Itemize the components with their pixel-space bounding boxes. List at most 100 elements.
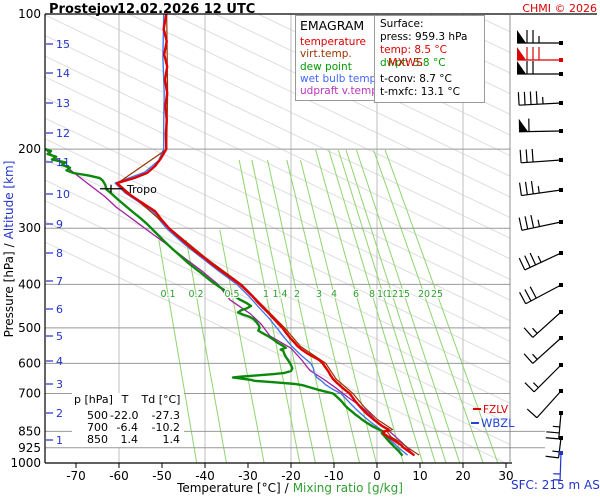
- altitude-tick-label: 12: [56, 127, 70, 140]
- wind-barb-full-tick: [523, 91, 526, 105]
- freezing-level-label: FZLV: [473, 404, 508, 416]
- altitude-tick-label: 6: [56, 303, 63, 316]
- wind-barb-full-tick: [545, 455, 559, 459]
- altitude-tick-label: 1: [56, 434, 63, 447]
- pressure-tick-label: 850: [18, 424, 41, 438]
- wind-barb-staff: [558, 412, 562, 439]
- altitude-tick-label: 8: [56, 247, 63, 260]
- wind-barb: [517, 61, 563, 76]
- dry-adiabat-line: [45, 76, 510, 301]
- dry-adiabat-line: [45, 35, 510, 260]
- mixing-ratio-line: [251, 159, 316, 463]
- wet-bulb-zero-tick: [471, 422, 479, 424]
- mixing-ratio-line: [219, 229, 265, 463]
- wind-barb-full-tick: [526, 408, 538, 419]
- table-header-cell: p [hPa]: [74, 393, 113, 406]
- dew-point-curve: [45, 147, 404, 456]
- wind-barb-full-tick: [523, 327, 534, 338]
- dry-adiabat-line: [343, 14, 510, 95]
- pressure-tick-label: 600: [18, 356, 41, 370]
- mixing-ratio-value: 25: [431, 289, 443, 300]
- wind-barb-half-tick: [532, 327, 538, 334]
- temperature-tick-label: 0: [373, 469, 381, 483]
- mixing-ratio-value: 0.2: [188, 289, 203, 300]
- tropopause-label: Tropo: [127, 183, 157, 196]
- pressure-tick-label: 500: [18, 321, 41, 335]
- wind-barb-staff: [533, 364, 562, 393]
- station-name: Prostejov: [49, 2, 119, 17]
- mixing-ratio-value: 0.1: [160, 289, 175, 300]
- table-header-cell: Td [°C]: [141, 393, 181, 406]
- table-row: 850 1.4 1.4: [74, 434, 182, 446]
- altitude-tick-label: 7: [56, 275, 63, 288]
- level-table: p [hPa] T Td [°C] 500 -22.0 -27.3 700 -6.4 -10.2…: [72, 393, 184, 447]
- table-header-cell: T: [121, 393, 129, 406]
- wind-barb-full-tick: [523, 353, 534, 364]
- altitude-tick-label: 3: [56, 378, 63, 391]
- wind-barb-staff: [559, 452, 562, 481]
- wind-barb-full-tick: [517, 92, 520, 106]
- temperature-tick-label: -60: [109, 469, 129, 483]
- mixing-ratio-value: 15: [398, 289, 410, 300]
- mixing-ratio-value: 1: [263, 289, 269, 300]
- wind-barb: [517, 30, 563, 45]
- wind-barb-staff: [521, 189, 562, 197]
- wind-barb-full-tick: [545, 437, 559, 440]
- legend-entry: temperature: [300, 36, 366, 48]
- dry-adiabat-line: [516, 14, 600, 470]
- wind-barb-full-tick: [529, 252, 537, 266]
- pressure-tick-label: 700: [18, 386, 41, 400]
- legend-title: EMAGRAM: [300, 18, 365, 33]
- wind-barb-mxws: [517, 47, 563, 62]
- mixing-ratio-line: [158, 239, 198, 463]
- surface-panel-title: Surface:: [380, 18, 424, 30]
- surface-value-line: t-conv: 8.7 °C: [380, 73, 452, 85]
- wind-barb-staff: [519, 102, 562, 106]
- wind-barb-half-tick: [537, 255, 542, 263]
- wind-barb-full-tick: [525, 149, 528, 163]
- altitude-tick-label: 4: [56, 355, 63, 368]
- wind-barb-full-tick: [529, 91, 532, 105]
- dry-adiabat-line: [85, 14, 510, 219]
- temperature-tick-label: 20: [455, 469, 470, 483]
- dry-adiabat-line: [45, 158, 510, 384]
- legend-box: EMAGRAM temperature virt.temp. dew point we…: [295, 15, 381, 102]
- wind-barb-full-tick: [519, 149, 522, 163]
- mixing-ratio-line: [286, 159, 361, 463]
- mixing-ratio-value: 1.4: [272, 289, 287, 300]
- pressure-tick-label: 300: [18, 221, 41, 235]
- dry-adiabat-line: [45, 138, 510, 363]
- wind-barb-full-tick: [531, 148, 534, 162]
- dry-adiabat-line: [45, 96, 510, 322]
- mixing-ratio-line: [328, 149, 424, 463]
- temperature-tick-label: 10: [412, 469, 427, 483]
- wind-barb-full-tick: [518, 182, 522, 196]
- table-cell: 500: [87, 409, 108, 422]
- wind-barb-staff: [524, 252, 562, 271]
- wind-barb: [519, 148, 563, 164]
- mixing-ratio-line: [185, 239, 227, 463]
- table-cell: 1.4: [162, 433, 181, 446]
- surface-values: press: 959.3 hPa temp: 8.5 °C dwpt: 5.8 °C…: [380, 31, 479, 99]
- temperature-tick-label: -20: [281, 469, 301, 483]
- wind-barb-flag: [517, 30, 526, 43]
- temperature-tick-label: -30: [238, 469, 258, 483]
- wind-barb-flag: [518, 118, 529, 132]
- altitude-tick-label: 5: [56, 330, 63, 343]
- freezing-level-text: FZLV: [483, 404, 509, 416]
- mixing-ratio-line: [238, 159, 301, 463]
- wind-barb: [524, 363, 563, 393]
- mixing-ratio-line: [345, 149, 447, 463]
- dry-adiabat-line: [45, 220, 510, 446]
- wind-barb-flag: [517, 47, 526, 60]
- legend-entries: temperature virt.temp. dew point wet bulb t…: [300, 36, 381, 97]
- dry-adiabat-line: [45, 117, 510, 342]
- wind-barb-half-tick: [552, 425, 560, 428]
- max-wind-label: MXWS: [388, 56, 423, 69]
- profile-curves: [45, 14, 420, 456]
- altitude-tick-label: 2: [56, 407, 63, 420]
- wind-barb: [545, 411, 563, 440]
- dry-adiabat-line: [45, 14, 510, 239]
- wind-barb-staff: [536, 390, 562, 419]
- wind-barb-full-tick: [524, 382, 535, 393]
